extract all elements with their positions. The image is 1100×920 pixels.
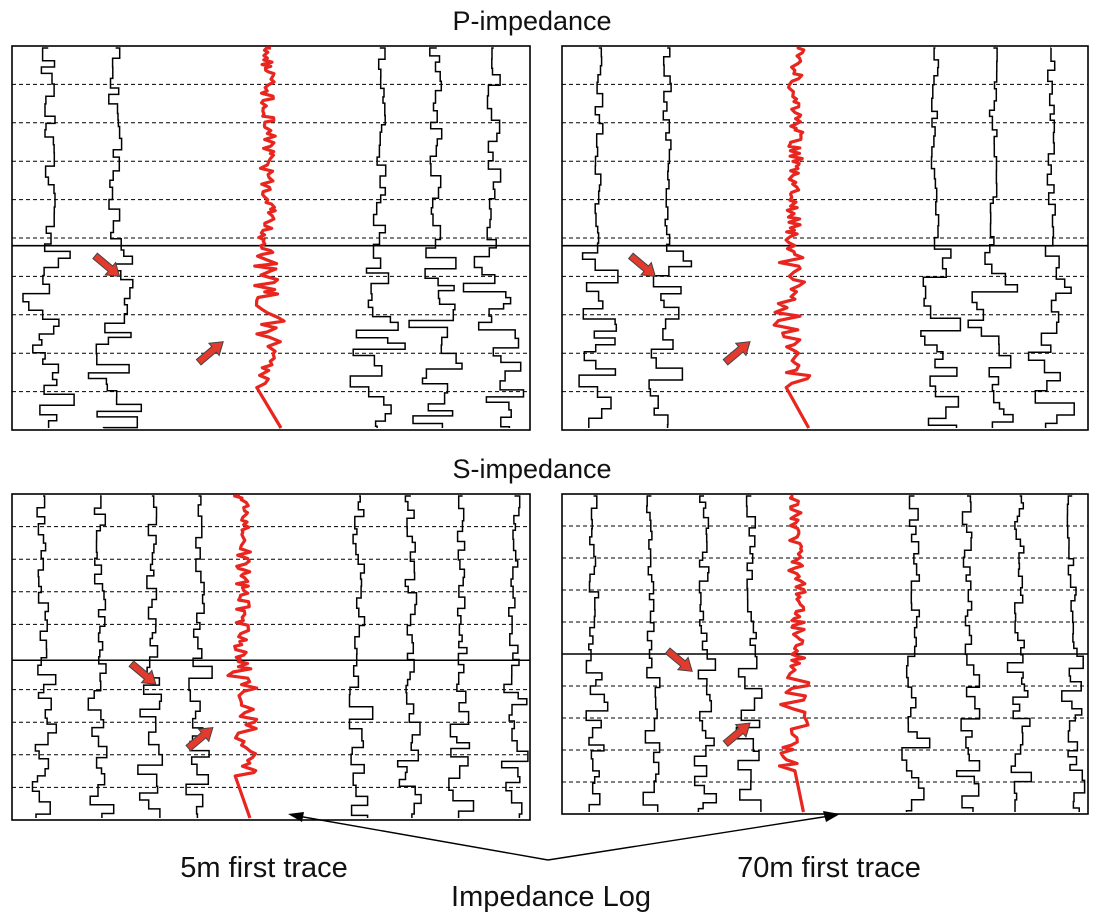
red-arrow <box>664 647 693 672</box>
seismic-trace <box>348 495 374 818</box>
impedance-log-curve <box>253 46 286 429</box>
impedance-log-curve <box>777 494 811 813</box>
seismic-trace <box>448 495 475 818</box>
pointer-line-right <box>547 814 837 861</box>
impedance-log-pointers <box>288 811 840 861</box>
red-arrow-shape <box>722 341 751 366</box>
red-arrow <box>627 252 657 278</box>
seismic-trace <box>693 495 718 812</box>
impedance-log-curve <box>772 46 812 429</box>
panel-frame <box>11 493 531 821</box>
seismic-trace <box>920 47 962 428</box>
s-impedance-title: S-impedance <box>452 454 611 484</box>
seismic-trace <box>1006 495 1033 812</box>
pointer-head-right <box>823 811 840 822</box>
red-arrow-shape <box>722 722 751 748</box>
seismic-trace <box>500 495 529 818</box>
panel-s-impedance-5m <box>11 493 531 821</box>
red-arrow-shape <box>185 726 214 752</box>
seismic-trace <box>137 495 164 818</box>
seismic-trace <box>585 495 609 812</box>
seismic-trace <box>349 47 406 428</box>
red-arrow <box>722 722 751 748</box>
red-arrow <box>722 341 751 366</box>
red-arrow <box>128 660 157 685</box>
red-arrow <box>195 341 224 366</box>
p-impedance-title: P-impedance <box>452 6 611 36</box>
panel-s-impedance-70m <box>561 493 1089 815</box>
red-arrow-shape <box>664 647 693 672</box>
red-arrow-shape <box>627 252 657 278</box>
seismic-trace <box>648 47 693 428</box>
seismic-trace <box>735 495 763 812</box>
panel-p-impedance-70m <box>561 45 1089 431</box>
seismic-trace <box>967 47 1019 428</box>
caption-impedance-log: Impedance Log <box>451 881 651 913</box>
seismic-trace <box>642 495 661 812</box>
seismic-trace <box>31 495 58 818</box>
pointer-line-left <box>291 814 549 861</box>
pointer-head-left <box>288 812 304 822</box>
impedance-log-curve <box>226 494 259 819</box>
red-arrow-shape <box>128 660 157 685</box>
seismic-trace <box>462 47 525 428</box>
seismic-trace <box>1061 495 1086 812</box>
panel-p-impedance-5m <box>11 45 531 431</box>
seismic-trace <box>396 495 422 818</box>
seismic-trace <box>1027 47 1075 428</box>
seismic-trace <box>185 495 213 818</box>
caption-5m-first-trace: 5m first trace <box>180 852 348 884</box>
seismic-trace <box>87 495 115 818</box>
red-arrow-shape <box>92 252 121 278</box>
red-arrow <box>185 726 214 752</box>
seismic-trace <box>955 495 981 812</box>
red-arrow <box>92 252 121 278</box>
seismic-trace <box>578 47 619 428</box>
seismic-trace <box>87 47 143 429</box>
red-arrow-shape <box>195 341 224 366</box>
seismic-trace <box>901 495 931 812</box>
seismic-trace <box>22 47 75 428</box>
caption-70m-first-trace: 70m first trace <box>737 852 921 884</box>
seismic-trace <box>408 47 463 428</box>
